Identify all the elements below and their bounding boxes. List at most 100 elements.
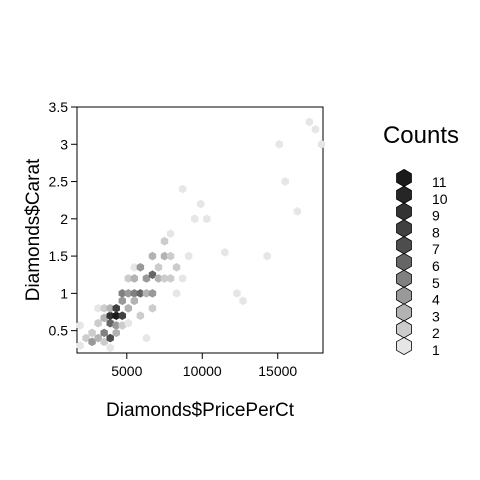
hex-cell <box>76 341 84 350</box>
hex-cell <box>124 303 133 313</box>
legend-swatch <box>396 320 412 339</box>
hex-cell <box>118 296 126 306</box>
legend-title: Counts <box>383 122 459 149</box>
legend-swatch <box>396 219 412 238</box>
hex-cell <box>221 248 229 257</box>
legend-label: 11 <box>432 174 447 190</box>
y-tick-label: 1.5 <box>49 248 69 264</box>
legend-swatch <box>396 185 412 204</box>
legend-swatch <box>396 252 412 272</box>
hex-cell <box>100 303 108 313</box>
legend-swatch <box>396 286 412 305</box>
hex-cell <box>136 311 145 321</box>
hex-cell <box>130 262 139 272</box>
hex-cell <box>317 139 326 149</box>
hex-cell <box>118 311 126 321</box>
hex-cell <box>124 289 133 298</box>
hex-cell <box>166 274 175 283</box>
hex-cell <box>112 303 120 313</box>
hex-cell <box>263 251 271 261</box>
y-axis-title: Diamonds$Carat <box>23 158 44 301</box>
hex-cell <box>148 251 157 261</box>
hex-cell <box>166 251 175 261</box>
y-tick-label: 2 <box>60 211 68 227</box>
hex-cell <box>106 343 114 353</box>
y-tick-label: 2.5 <box>49 174 69 190</box>
hex-cell <box>305 117 314 127</box>
legend-label: 4 <box>432 292 440 308</box>
legend-label: 3 <box>432 308 440 324</box>
hex-cell <box>88 328 96 338</box>
hex-cell <box>124 274 133 283</box>
x-tick-label: 15000 <box>258 363 297 379</box>
hex-cell <box>100 313 108 323</box>
x-tick-label: 10000 <box>183 363 222 379</box>
legend-swatch <box>396 336 412 356</box>
y-tick-label: 0.5 <box>49 323 69 339</box>
hex-cell <box>281 177 289 186</box>
hex-cell <box>136 289 145 298</box>
legend-label: 7 <box>432 241 440 257</box>
hex-cell <box>166 229 175 239</box>
hex-cell <box>88 337 96 347</box>
hex-cell <box>239 296 247 306</box>
hex-cell <box>76 321 84 330</box>
x-axis: 5000 10000 15000 <box>111 353 297 379</box>
hex-cell <box>172 262 181 272</box>
legend-label: 5 <box>432 275 440 291</box>
legend-label: 6 <box>432 258 440 274</box>
hex-cell <box>106 311 114 321</box>
hex-cell <box>142 289 151 298</box>
hex-cell <box>275 139 283 149</box>
legend-swatch <box>396 236 412 255</box>
legend-swatch <box>396 202 412 221</box>
hex-cell <box>112 321 120 330</box>
x-tick-label: 5000 <box>111 363 142 379</box>
hex-cell <box>160 251 169 261</box>
hex-cell <box>118 321 126 330</box>
hex-cell <box>112 311 120 321</box>
hex-cell <box>94 333 102 343</box>
hex-cell <box>94 303 102 313</box>
legend-swatch <box>396 168 412 188</box>
hex-cell <box>160 274 169 283</box>
legend-label: 2 <box>432 325 440 341</box>
legend-label: 10 <box>432 191 448 207</box>
hex-cell <box>82 333 90 343</box>
hex-cell <box>136 262 145 272</box>
hex-cell <box>130 296 139 306</box>
hex-cell <box>130 274 139 283</box>
hex-cells <box>76 117 326 353</box>
hex-cell <box>203 214 211 224</box>
hex-cell <box>94 318 102 328</box>
hex-cell <box>112 328 120 338</box>
hex-cell <box>190 214 199 224</box>
x-axis-title: Diamonds$PricePerCt <box>106 400 295 421</box>
y-tick-label: 1 <box>60 285 68 301</box>
y-tick-label: 3.5 <box>49 99 69 115</box>
hex-cell <box>148 289 157 298</box>
hex-cell <box>106 333 114 343</box>
plot-area-frame <box>76 106 324 354</box>
hex-cell <box>172 289 181 298</box>
hex-cell <box>148 270 157 280</box>
hex-cell <box>160 236 169 246</box>
hex-cell <box>130 289 139 298</box>
hex-cell <box>106 303 114 313</box>
hex-cell <box>178 184 187 194</box>
hex-cell <box>100 328 108 338</box>
hex-cell <box>142 333 151 343</box>
hex-cell <box>148 303 157 313</box>
hex-cell <box>197 199 205 209</box>
hex-cell <box>233 289 241 298</box>
legend-label: 1 <box>432 342 440 358</box>
hex-cell <box>178 274 187 283</box>
hex-cell <box>106 318 114 328</box>
legend-label: 8 <box>432 224 440 240</box>
y-tick-label: 3 <box>60 136 68 152</box>
legend-label: 9 <box>432 208 440 224</box>
hex-cell <box>311 125 320 134</box>
hex-cell <box>184 251 193 261</box>
